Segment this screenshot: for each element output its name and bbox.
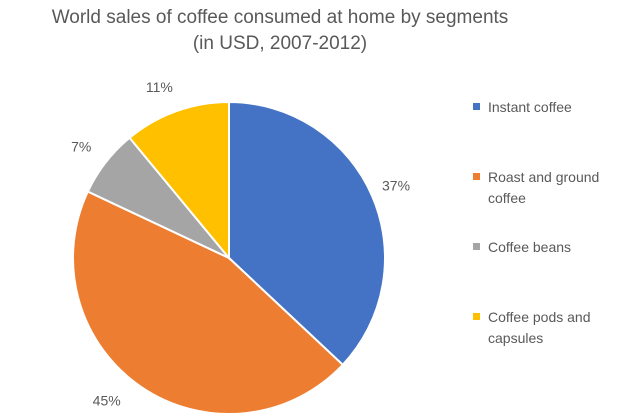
- legend-label: Coffee pods and capsules: [488, 309, 591, 346]
- legend-item-4: Coffee pods and capsules: [473, 307, 618, 349]
- data-label-4: 11%: [146, 79, 173, 95]
- pie-slice-1: [228, 100, 386, 367]
- data-label-1: 37%: [382, 178, 410, 194]
- legend-swatch: [473, 173, 480, 180]
- legend-item-1: Instant coffee: [473, 97, 618, 118]
- legend-item-3: Coffee beans: [473, 237, 618, 258]
- chart-title: World sales of coffee consumed at home b…: [51, 7, 509, 28]
- legend-swatch: [473, 313, 480, 320]
- legend-label: Instant coffee: [488, 99, 572, 115]
- pie-slice-4: [128, 100, 230, 261]
- data-label-2: 45%: [93, 393, 121, 409]
- legend-label: Coffee beans: [488, 239, 572, 255]
- legend-swatch: [473, 103, 480, 110]
- legend-swatch: [473, 243, 480, 250]
- chart-subtitle: (in USD, 2007-2012): [192, 33, 368, 54]
- legend-item-2: Roast and ground coffee: [473, 167, 618, 209]
- legend-label: Roast and ground coffee: [488, 169, 600, 206]
- data-label-3: 7%: [71, 138, 91, 154]
- pie-slice-2: [72, 190, 345, 415]
